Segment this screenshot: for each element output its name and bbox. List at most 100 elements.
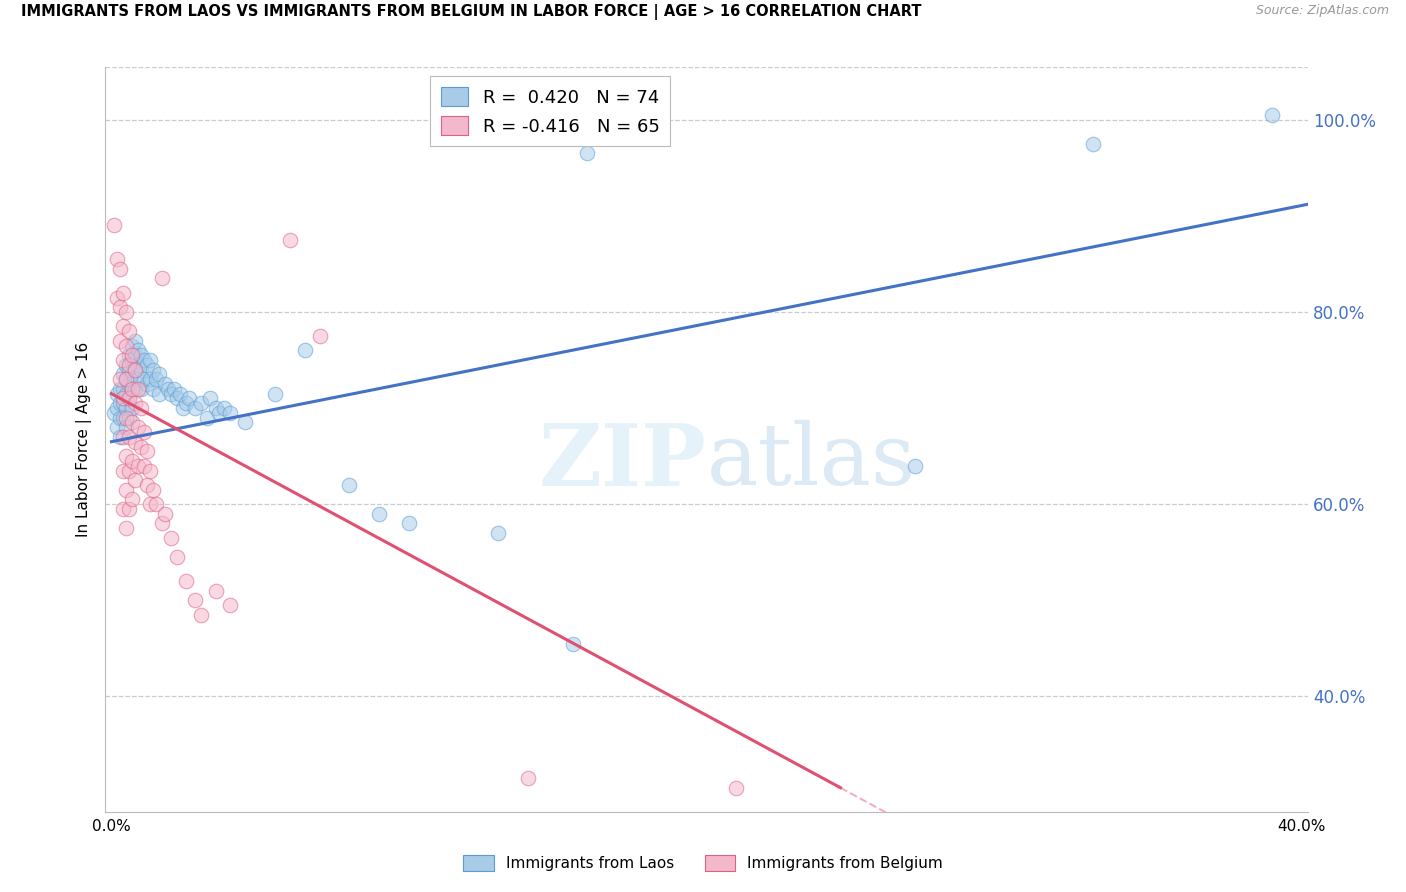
Point — [118, 348, 141, 362]
Point — [561, 636, 583, 650]
Point — [115, 521, 138, 535]
Point — [233, 416, 256, 430]
Point — [118, 377, 141, 392]
Legend: Immigrants from Laos, Immigrants from Belgium: Immigrants from Laos, Immigrants from Be… — [457, 849, 949, 877]
Point — [139, 353, 162, 368]
Point — [112, 285, 135, 300]
Point — [105, 291, 128, 305]
Point — [136, 478, 159, 492]
Point — [160, 386, 183, 401]
Point — [103, 406, 125, 420]
Point — [576, 146, 599, 161]
Point — [118, 358, 141, 372]
Point — [121, 382, 143, 396]
Point — [118, 392, 141, 406]
Point — [517, 771, 540, 785]
Point — [121, 348, 143, 362]
Point — [127, 382, 149, 396]
Point — [308, 329, 330, 343]
Point — [129, 440, 152, 454]
Point — [118, 430, 141, 444]
Point — [136, 444, 159, 458]
Point — [163, 382, 186, 396]
Point — [121, 416, 143, 430]
Point — [1083, 136, 1105, 151]
Point — [118, 410, 141, 425]
Point — [204, 583, 226, 598]
Point — [172, 401, 194, 415]
Point — [112, 353, 135, 368]
Point — [127, 372, 149, 386]
Point — [112, 410, 135, 425]
Point — [150, 516, 173, 531]
Point — [725, 780, 748, 795]
Point — [136, 377, 159, 392]
Point — [127, 458, 149, 473]
Point — [124, 362, 146, 376]
Point — [204, 401, 226, 415]
Point — [148, 368, 170, 382]
Point — [174, 574, 197, 588]
Point — [142, 362, 165, 376]
Point — [398, 516, 420, 531]
Point — [148, 386, 170, 401]
Point — [105, 401, 128, 415]
Point — [110, 300, 132, 314]
Point — [183, 401, 205, 415]
Point — [124, 396, 146, 410]
Point — [129, 348, 152, 362]
Point — [112, 396, 135, 410]
Point — [198, 392, 221, 406]
Point — [368, 507, 391, 521]
Point — [219, 406, 242, 420]
Point — [118, 464, 141, 478]
Point — [134, 458, 156, 473]
Point — [112, 382, 135, 396]
Point — [118, 324, 141, 338]
Point — [142, 382, 165, 396]
Point — [127, 343, 149, 358]
Point — [129, 362, 152, 376]
Point — [112, 502, 135, 516]
Point — [169, 386, 191, 401]
Point — [278, 233, 301, 247]
Point — [124, 362, 146, 376]
Point — [264, 386, 287, 401]
Text: ZIP: ZIP — [538, 419, 707, 504]
Point — [136, 358, 159, 372]
Point — [129, 401, 152, 415]
Y-axis label: In Labor Force | Age > 16: In Labor Force | Age > 16 — [76, 342, 93, 537]
Point — [166, 392, 188, 406]
Point — [153, 377, 176, 392]
Point — [134, 425, 156, 439]
Point — [124, 334, 146, 348]
Point — [207, 406, 229, 420]
Point — [105, 420, 128, 434]
Point — [127, 358, 149, 372]
Point — [115, 401, 138, 415]
Point — [115, 483, 138, 497]
Point — [150, 271, 173, 285]
Point — [124, 473, 146, 487]
Point — [103, 219, 125, 233]
Point — [145, 497, 167, 511]
Point — [190, 396, 212, 410]
Point — [112, 464, 135, 478]
Point — [110, 382, 132, 396]
Point — [112, 430, 135, 444]
Legend: R =  0.420   N = 74, R = -0.416   N = 65: R = 0.420 N = 74, R = -0.416 N = 65 — [430, 76, 671, 146]
Point — [118, 392, 141, 406]
Point — [121, 353, 143, 368]
Point — [339, 478, 361, 492]
Point — [112, 392, 135, 406]
Point — [115, 358, 138, 372]
Point — [127, 420, 149, 434]
Point — [190, 607, 212, 622]
Point — [160, 531, 183, 545]
Point — [214, 401, 236, 415]
Point — [1261, 108, 1284, 122]
Text: Source: ZipAtlas.com: Source: ZipAtlas.com — [1256, 4, 1389, 18]
Point — [115, 420, 138, 434]
Point — [121, 368, 143, 382]
Point — [105, 252, 128, 266]
